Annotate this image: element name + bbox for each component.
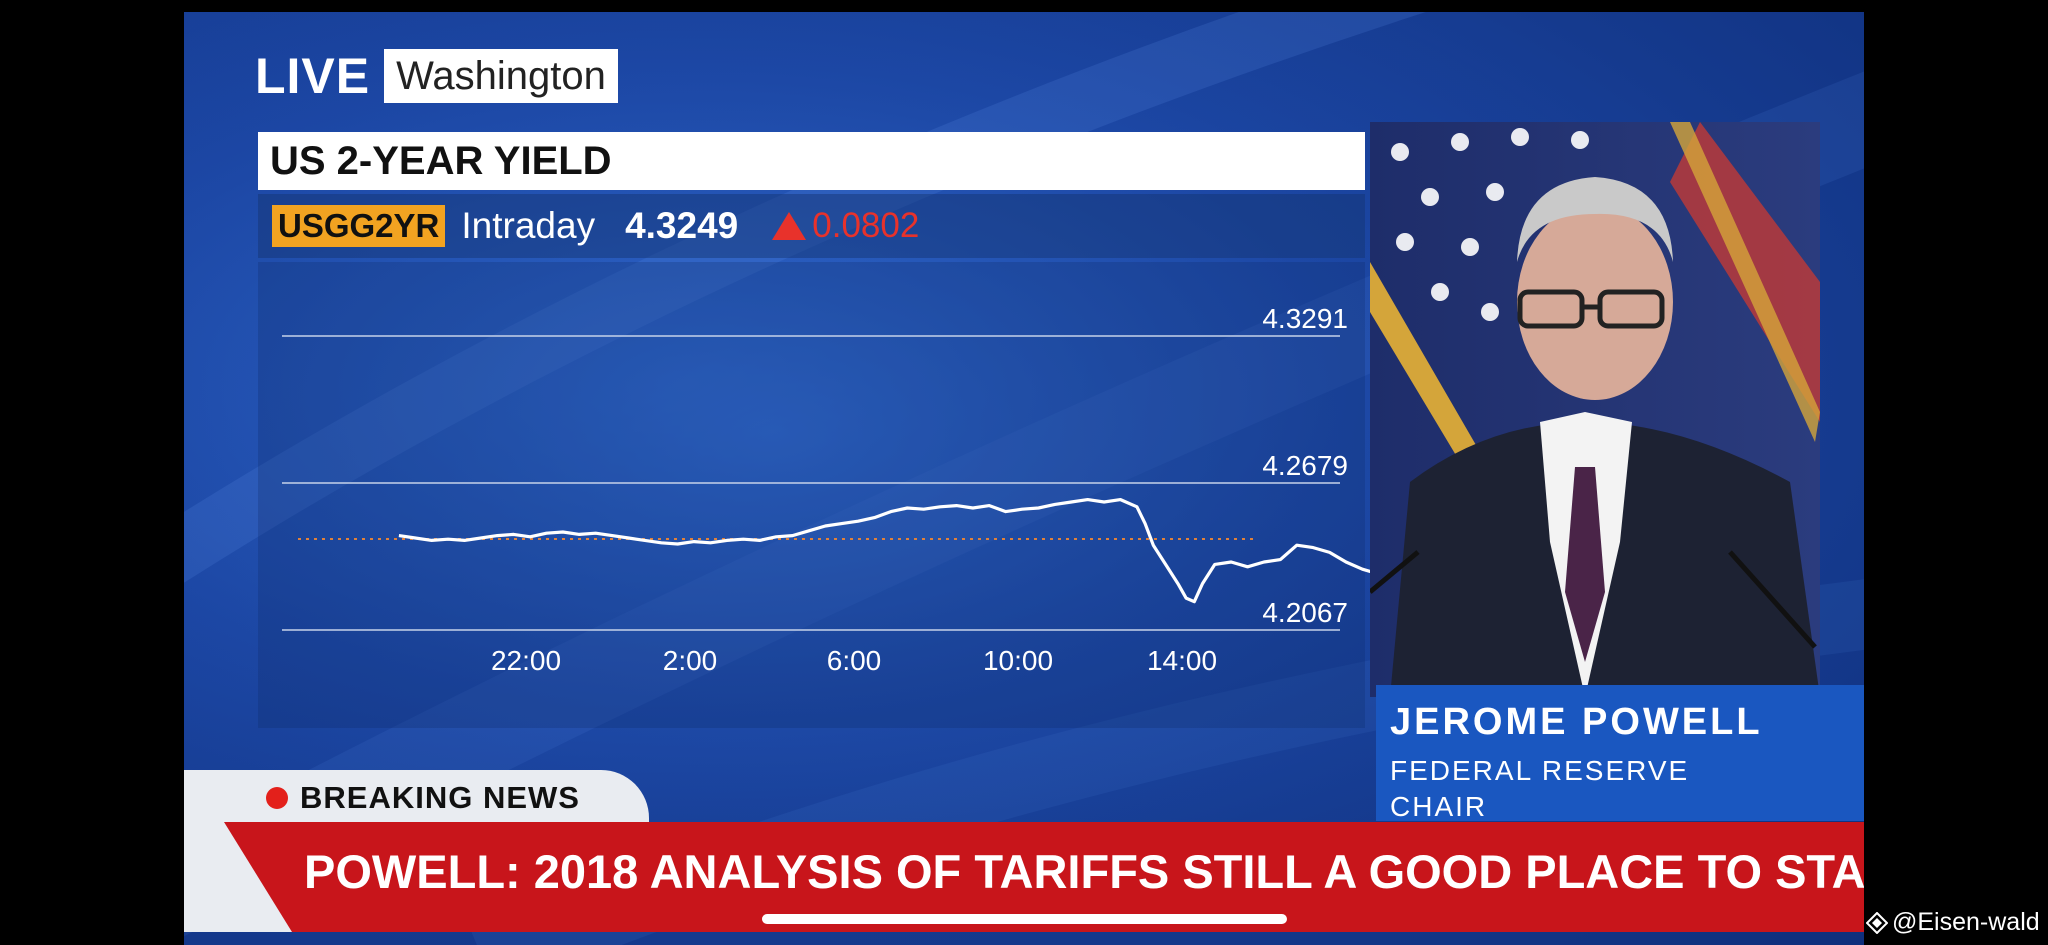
ticker-price: 4.3249	[625, 205, 739, 246]
speaker-video	[1370, 122, 1820, 697]
x-tick-label-4: 14:00	[1147, 645, 1217, 676]
speaker-name: JEROME POWELL	[1390, 701, 1763, 743]
y-tick-label-0: 4.3291	[1262, 303, 1348, 334]
y-tick-label-1: 4.2679	[1262, 450, 1348, 481]
hair	[1517, 177, 1673, 262]
watermark: @Eisen-wald	[1866, 908, 2040, 937]
speaker-title: FEDERAL RESERVE CHAIR	[1390, 755, 1690, 822]
flag-fringe	[1370, 262, 1480, 462]
speaker-video-frame	[1370, 122, 1820, 697]
y-tick-label-2: 4.2067	[1262, 597, 1348, 628]
live-badge: LIVE Washington	[255, 46, 618, 106]
microphone-right	[1728, 550, 1817, 649]
x-tick-label-2: 6:00	[827, 645, 882, 676]
headline-banner	[224, 822, 1864, 932]
yield-line-chart: 4.3291 4.2679 4.2067 22:00 2:00 6:00 10:00 14:0…	[282, 303, 1508, 676]
face	[1517, 204, 1673, 400]
live-label: LIVE	[255, 48, 371, 104]
x-tick-label-3: 10:00	[983, 645, 1053, 676]
microphone-left	[1370, 550, 1420, 594]
headline-text: POWELL: 2018 ANALYSIS OF TARIFFS STILL A…	[304, 845, 1864, 898]
up-arrow-icon	[772, 212, 807, 240]
ticker-change: 0.0802	[812, 206, 920, 245]
tie	[1565, 467, 1605, 662]
speaker-name-box: JEROME POWELL FEDERAL RESERVE CHAIR	[1376, 685, 1864, 822]
watermark-handle: @Eisen-wald	[1892, 908, 2040, 936]
breaking-news-tab: BREAKING NEWS	[184, 770, 649, 826]
chart-title: US 2-YEAR YIELD	[258, 132, 1365, 190]
home-indicator[interactable]	[762, 914, 1287, 924]
flag-stars-icon	[1391, 128, 1589, 321]
live-dot-icon	[266, 787, 288, 809]
diamond-logo-icon	[1866, 911, 1888, 934]
ticker-mode: Intraday	[461, 205, 596, 246]
ticker-bar: USGG2YR Intraday 4.3249 0.0802	[258, 194, 1365, 258]
tv-screen: LIVE Washington US 2-YEAR YIELD USGG2YR …	[184, 12, 1864, 945]
x-tick-label-1: 2:00	[663, 645, 718, 676]
x-tick-label-0: 22:00	[491, 645, 561, 676]
breaking-news-label: BREAKING NEWS	[300, 780, 580, 815]
yield-chart-panel: US 2-YEAR YIELD USGG2YR Intraday 4.3249 …	[258, 122, 1508, 728]
flag-fringe-right	[1670, 122, 1820, 442]
ticker-symbol: USGG2YR	[272, 205, 446, 247]
location-label: Washington	[384, 49, 618, 103]
plot-area	[258, 262, 1365, 728]
